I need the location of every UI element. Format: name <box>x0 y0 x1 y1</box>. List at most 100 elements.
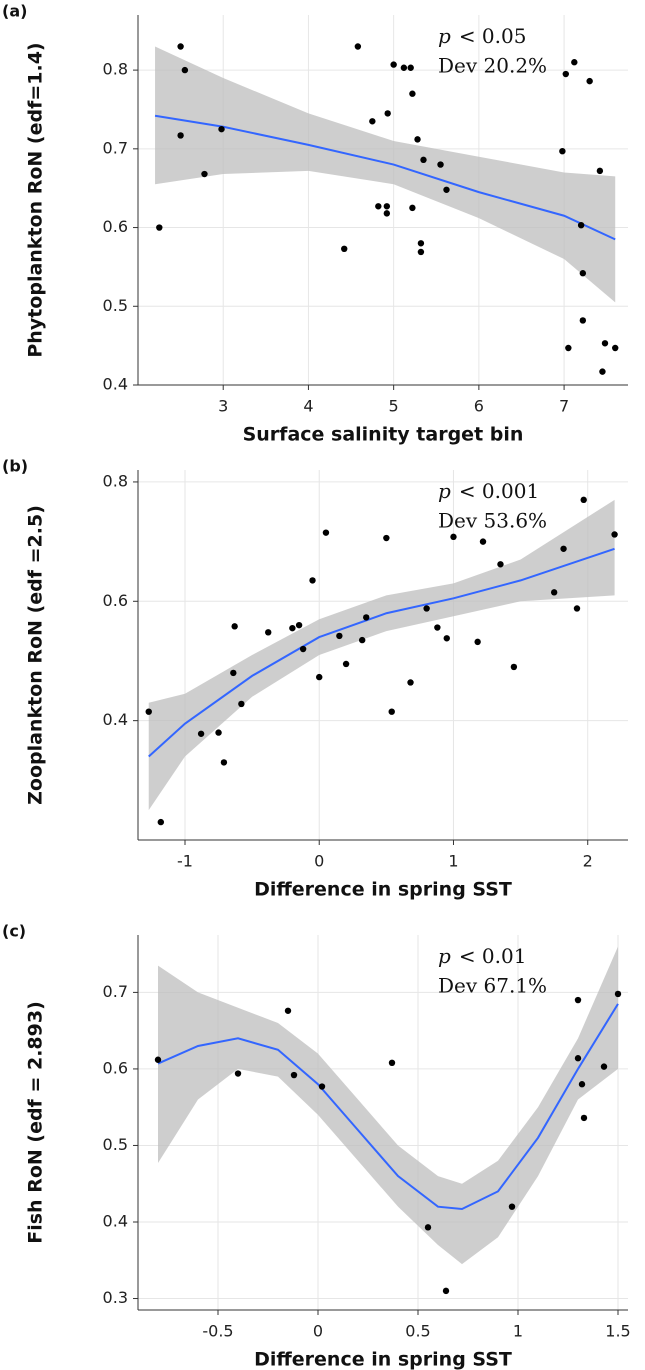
y-tick-label: 0.3 <box>103 1288 128 1307</box>
y-axis-title: Phytoplankton RoN (edf=1.4) <box>25 42 47 357</box>
point <box>316 673 323 681</box>
panel: (b) 0.4 0.6 0.8 -1 0 1 2 p < 0.001 Dev 53.6% Differ… <box>2 457 628 901</box>
y-tick-label: 0.8 <box>103 60 128 79</box>
point <box>181 66 189 74</box>
x-tick-label: 2 <box>583 852 593 871</box>
point <box>586 77 593 85</box>
x-axis-title: Surface salinity target bin <box>243 424 524 446</box>
y-tick-label: 0.8 <box>103 471 128 490</box>
x-tick-label: 1 <box>448 852 458 871</box>
point <box>220 759 228 766</box>
point <box>341 245 348 253</box>
point <box>600 1063 608 1070</box>
point <box>565 344 572 352</box>
point <box>201 170 208 178</box>
y-tick-label: 0.5 <box>103 1135 128 1154</box>
point <box>579 270 587 277</box>
x-tick-label: 0.5 <box>405 1322 430 1341</box>
point <box>434 624 441 631</box>
y-tick-label: 0.7 <box>103 138 128 157</box>
y-tick-label: 0.5 <box>103 296 128 315</box>
point <box>550 589 558 596</box>
point <box>409 204 416 212</box>
point <box>295 621 303 629</box>
point <box>309 577 316 584</box>
point <box>218 125 225 133</box>
point <box>230 669 237 677</box>
point <box>612 344 619 352</box>
point <box>479 538 487 545</box>
x-tick-label: 1.5 <box>605 1322 630 1341</box>
x-tick-label: 5 <box>389 397 399 416</box>
point <box>407 64 414 71</box>
point <box>156 224 163 231</box>
point <box>437 161 444 168</box>
point <box>599 368 606 375</box>
x-tick-label: -1 <box>177 852 193 871</box>
x-tick-label: 0 <box>313 1322 323 1341</box>
panel-label: (b) <box>2 457 28 476</box>
point <box>231 623 238 630</box>
point <box>442 1287 450 1295</box>
y-tick-label: 0.6 <box>103 217 128 236</box>
panel: (c) 0.3 0.4 0.5 0.6 0.7 -0.5 0 0.5 1 1.5 p < 0.01 Dev… <box>2 922 631 1370</box>
point <box>601 340 609 347</box>
point <box>383 210 391 217</box>
point <box>580 496 587 504</box>
point <box>388 1059 396 1067</box>
point <box>318 1083 326 1090</box>
point <box>354 43 362 50</box>
smooth-line <box>157 1003 619 1211</box>
point <box>417 248 425 256</box>
point <box>560 545 567 552</box>
point <box>400 64 408 71</box>
point <box>290 1071 298 1079</box>
x-tick-label: 0 <box>314 852 324 871</box>
smooth-line <box>148 547 615 758</box>
point <box>409 90 416 97</box>
point <box>407 679 414 686</box>
point <box>611 531 618 538</box>
point <box>474 638 481 646</box>
point <box>363 614 370 621</box>
confidence-band <box>158 946 618 1265</box>
point <box>423 605 430 612</box>
point <box>369 118 376 125</box>
x-tick-label: -0.5 <box>202 1322 233 1341</box>
point <box>424 1224 432 1231</box>
annotation-dev: Dev 53.6% <box>438 509 547 533</box>
confidence-band <box>148 499 615 811</box>
x-axis-title: Difference in spring SST <box>254 1349 512 1370</box>
point <box>574 996 582 1004</box>
point <box>238 700 245 708</box>
point <box>580 1114 588 1122</box>
x-tick-label: 4 <box>303 397 313 416</box>
point <box>157 818 165 826</box>
y-axis-title: Zooplankton RoN (edf =2.5) <box>25 505 47 805</box>
point <box>342 660 350 668</box>
point <box>383 203 391 210</box>
annotation-p: p < 0.05 <box>438 24 526 48</box>
annotation-dev: Dev 20.2% <box>438 54 547 78</box>
panel-label: (a) <box>2 2 27 21</box>
point <box>510 663 518 671</box>
x-tick-label: 3 <box>218 397 228 416</box>
annotation-dev: Dev 67.1% <box>438 974 547 998</box>
x-tick-label: 6 <box>474 397 484 416</box>
y-tick-label: 0.4 <box>103 1211 128 1230</box>
p-symbol: p <box>438 24 451 48</box>
point <box>299 645 307 653</box>
point <box>577 221 585 229</box>
panel: (a) 0.4 0.5 0.6 0.7 0.8 3 4 5 6 7 p < 0.05 Dev 20.2% S… <box>2 2 628 446</box>
point <box>388 708 395 715</box>
point <box>571 59 578 66</box>
p-symbol: p <box>438 944 451 968</box>
annotation-p: p < 0.001 <box>438 479 539 503</box>
point <box>336 632 343 640</box>
point <box>450 533 457 541</box>
point <box>596 167 604 175</box>
point <box>508 1203 516 1210</box>
point <box>420 156 427 164</box>
point <box>384 110 391 117</box>
